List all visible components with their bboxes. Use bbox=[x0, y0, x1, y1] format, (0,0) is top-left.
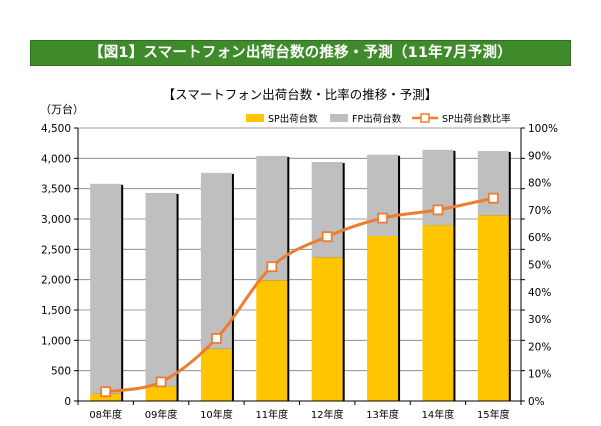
x-axis-ticks: 08年度 09年度 10年度 11年度 12年度 13年度 14年度 15年度 bbox=[89, 408, 509, 421]
legend-swatch-fp bbox=[330, 114, 348, 122]
bar-fp bbox=[145, 192, 177, 387]
ratio-point bbox=[432, 204, 444, 216]
y2-tick-label: 30% bbox=[528, 314, 551, 326]
y2-tick-label: 70% bbox=[528, 205, 551, 217]
x-tick-label: 11年度 bbox=[255, 408, 288, 421]
ratio-point bbox=[487, 192, 499, 204]
y-tick-label: 500 bbox=[51, 366, 71, 378]
y2-tick-label: 40% bbox=[528, 287, 551, 299]
ratio-point bbox=[266, 261, 278, 273]
ratio-point bbox=[211, 333, 222, 344]
bar-sp bbox=[477, 215, 509, 401]
bar-sp bbox=[367, 235, 399, 401]
y2-axis-ticks: 0% 10% 20% 30% 40% 50% 60% 70% 80% 90% 100% bbox=[528, 123, 558, 408]
x-tick-label: 10年度 bbox=[200, 408, 233, 421]
y-tick-label: 2,000 bbox=[41, 275, 71, 287]
y2-tick-label: 60% bbox=[528, 232, 551, 244]
y-tick-label: 1,000 bbox=[41, 335, 71, 347]
ratio-point bbox=[100, 386, 112, 398]
x-tick-label: 14年度 bbox=[422, 408, 455, 421]
bars bbox=[90, 149, 511, 401]
legend: SP出荷台数 FP出荷台数 SP出荷台数比率 bbox=[246, 113, 511, 125]
y-tick-label: 4,000 bbox=[41, 153, 71, 165]
y2-tick-label: 90% bbox=[528, 150, 551, 162]
banner-title: 【図1】スマートフォン出荷台数の推移・予測（11年7月予測） bbox=[30, 40, 571, 66]
legend-label-ratio: SP出荷台数比率 bbox=[442, 113, 511, 125]
y-tick-label: 4,500 bbox=[41, 123, 71, 135]
bar-sp bbox=[422, 225, 454, 401]
y-axis-label: （万台） bbox=[40, 102, 84, 116]
y2-tick-label: 50% bbox=[528, 260, 551, 272]
x-tick-label: 08年度 bbox=[89, 408, 122, 421]
bar-sp bbox=[90, 393, 122, 401]
bar-sp bbox=[145, 386, 177, 401]
axes bbox=[74, 127, 525, 405]
x-tick-label: 15年度 bbox=[477, 408, 510, 421]
legend-marker-ratio bbox=[420, 113, 430, 123]
bar-fp bbox=[367, 154, 399, 236]
bar-fp bbox=[200, 172, 232, 349]
y2-tick-label: 80% bbox=[528, 178, 551, 190]
y2-tick-label: 20% bbox=[528, 341, 551, 353]
y-axis-ticks: 0 500 1,000 1,500 2,000 2,500 3,000 3,500 4,000 4… bbox=[41, 123, 71, 408]
chart-title: 【スマートフォン出荷台数・比率の推移・予測】 bbox=[163, 87, 438, 102]
bar-fp bbox=[90, 183, 122, 394]
ratio-point bbox=[377, 212, 388, 224]
y-tick-label: 2,500 bbox=[41, 244, 71, 256]
bar-sp bbox=[200, 348, 232, 401]
y2-tick-label: 10% bbox=[528, 369, 551, 381]
y-tick-label: 3,500 bbox=[41, 184, 71, 196]
ratio-series bbox=[100, 192, 499, 398]
bar-fp bbox=[311, 161, 343, 258]
y-tick-label: 0 bbox=[64, 396, 71, 408]
ratio-line-path bbox=[105, 196, 494, 394]
legend-swatch-sp bbox=[246, 114, 264, 122]
legend-label-fp: FP出荷台数 bbox=[352, 113, 402, 125]
y-tick-label: 3,000 bbox=[41, 214, 71, 226]
ratio-point bbox=[155, 376, 167, 388]
legend-label-sp: SP出荷台数 bbox=[268, 113, 318, 125]
x-tick-label: 12年度 bbox=[311, 408, 344, 421]
bar-sp bbox=[311, 257, 343, 401]
x-tick-label: 13年度 bbox=[366, 408, 399, 421]
bar-fp bbox=[477, 151, 509, 216]
y2-tick-label: 100% bbox=[528, 123, 558, 135]
ratio-point bbox=[321, 231, 333, 243]
y2-tick-label: 0% bbox=[528, 396, 545, 408]
x-tick-label: 09年度 bbox=[145, 408, 178, 421]
y-tick-label: 1,500 bbox=[41, 305, 71, 317]
bar-sp bbox=[256, 280, 288, 401]
